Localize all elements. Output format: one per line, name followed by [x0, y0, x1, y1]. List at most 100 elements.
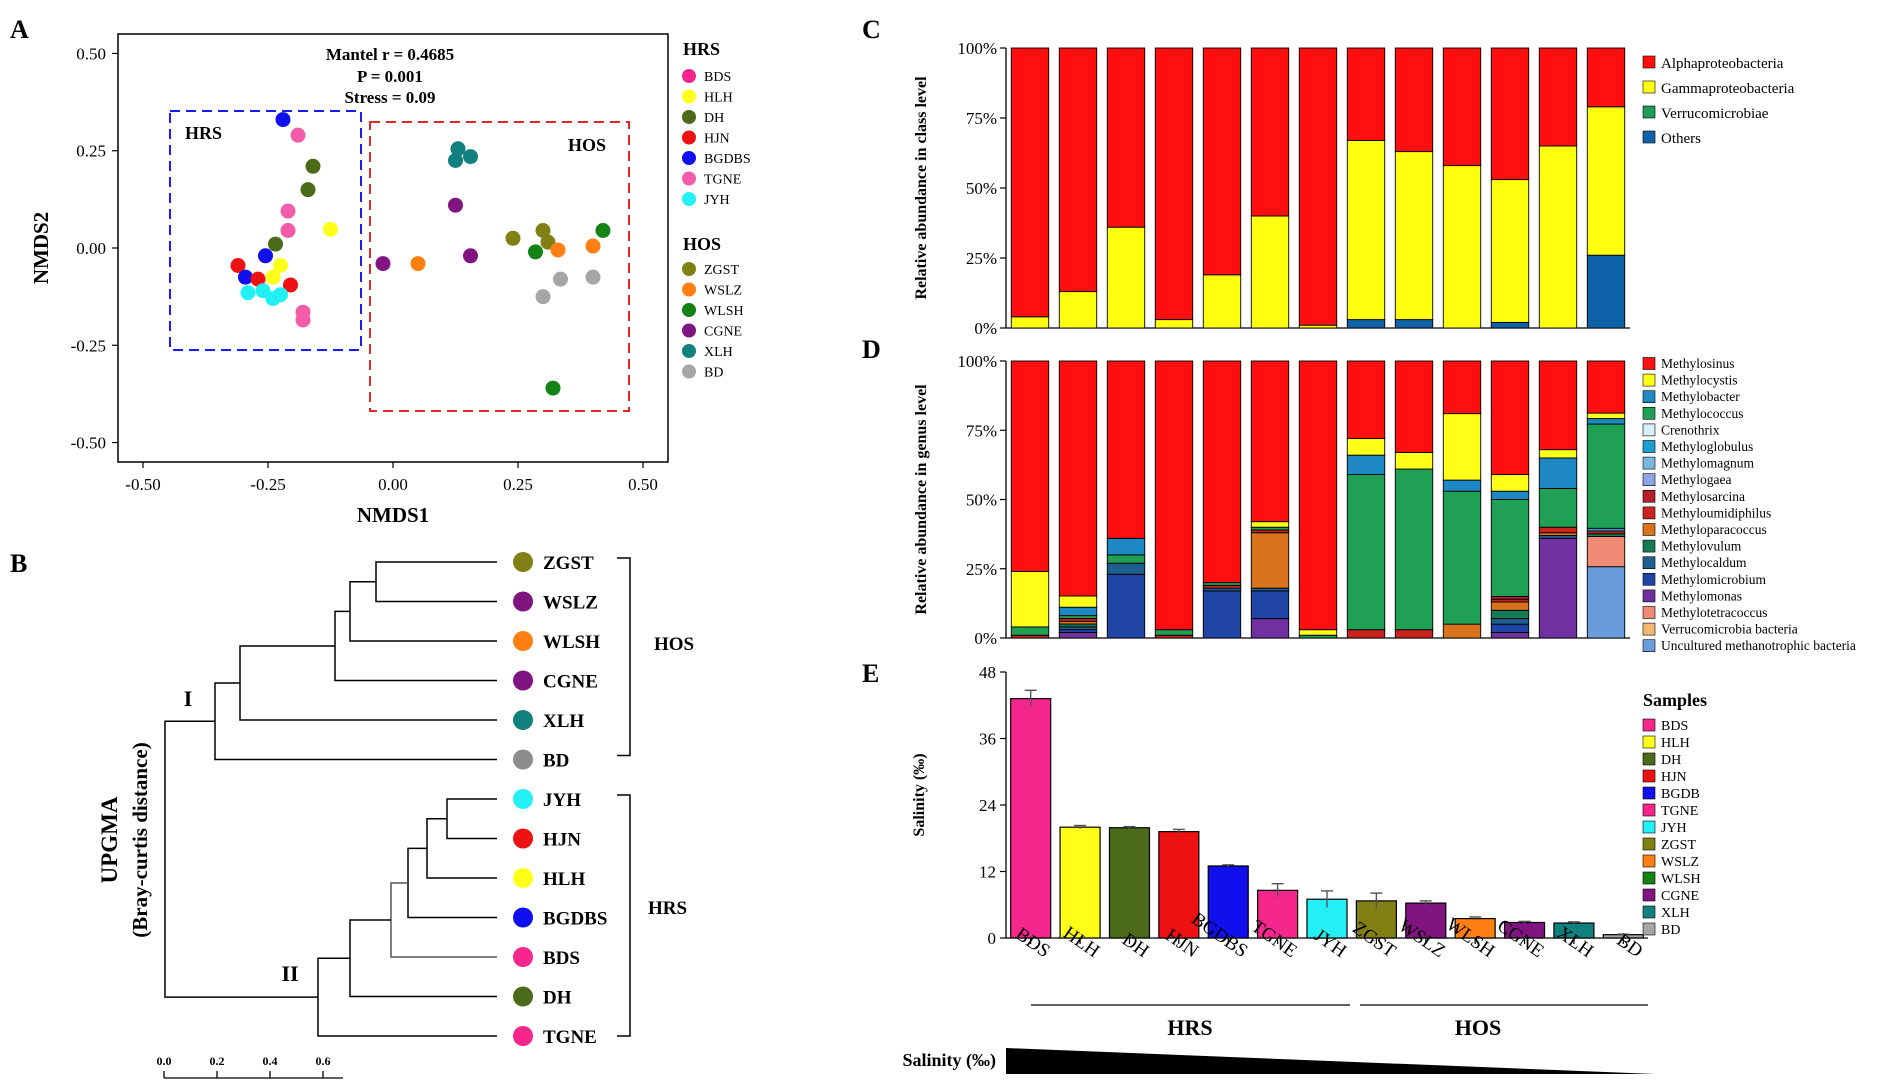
genus-chart-legend-swatch	[1642, 622, 1656, 636]
salinity-bar	[1059, 826, 1101, 939]
panel-label-A: A	[10, 15, 29, 44]
legend-label: TGNE	[704, 173, 741, 188]
genus-chart-bar-segment	[1058, 606, 1098, 617]
class-chart-legend-swatch	[1642, 105, 1656, 119]
class-chart-legend-swatch	[1642, 55, 1656, 69]
class-chart-bar-segment	[1010, 316, 1050, 329]
salinity-legend-label: HLH	[1661, 736, 1690, 751]
genus-chart-legend-swatch	[1642, 556, 1656, 570]
legend-swatch	[682, 364, 696, 379]
class-chart-bar-segment	[1106, 226, 1146, 329]
genus-chart-bar-segment	[1010, 571, 1050, 628]
data-point-tgne	[290, 127, 306, 143]
dendrogram-leaf-label: WLSH	[543, 632, 600, 653]
x-tick-label: 0.50	[628, 475, 658, 494]
data-point-dh	[300, 182, 316, 198]
dendrogram-leaf-marker	[513, 710, 533, 730]
class-chart-legend-label: Alphaproteobacteria	[1661, 56, 1784, 72]
dendrogram-leaf-label: BDS	[543, 948, 580, 969]
hrs-group-label: HRS	[1167, 1015, 1212, 1040]
x-axis-title: NMDS1	[357, 503, 429, 527]
genus-chart-legend-swatch	[1642, 456, 1656, 470]
genus-chart-bar-segment	[1490, 609, 1530, 620]
salinity-legend-swatch	[1642, 752, 1656, 766]
class-chart-bar-segment	[1394, 319, 1434, 329]
salinity-legend-swatch	[1642, 803, 1656, 817]
genus-chart-bar-segment	[1202, 590, 1242, 639]
data-point-wslz	[585, 238, 601, 254]
genus-chart-bar-segment	[1586, 360, 1626, 414]
dendrogram-branch	[349, 581, 497, 642]
salinity-bar	[1108, 827, 1151, 939]
genus-chart-bar-segment	[1586, 566, 1626, 639]
genus-chart-bar-segment	[1058, 595, 1098, 608]
data-point-jyh	[273, 287, 288, 303]
distance-scale-label: 0.0	[157, 1054, 172, 1068]
genus-chart-bar-segment	[1586, 418, 1626, 425]
data-point-hlh	[323, 221, 338, 237]
data-point-hjn	[230, 258, 246, 274]
dendrogram-leaf-label: HLH	[543, 869, 585, 890]
genus-chart-legend-swatch	[1642, 572, 1656, 586]
data-point-hjn	[250, 271, 266, 287]
genus-chart-legend-label: Uncultured methanotrophic bacteria	[1661, 638, 1856, 653]
class-chart-bar-segment	[1538, 145, 1578, 329]
data-point-xlh	[450, 141, 466, 157]
stress-label: Stress = 0.09	[344, 88, 435, 107]
genus-chart-legend-swatch	[1642, 390, 1656, 404]
genus-chart-y-axis-title: Relative abundance in genus level	[913, 384, 930, 615]
p-value-label: P = 0.001	[357, 67, 423, 86]
dendrogram-leaf-marker	[513, 749, 533, 770]
genus-chart-legend-label: Methylotetracoccus	[1661, 605, 1767, 620]
genus-chart-bar-segment	[1394, 451, 1434, 470]
salinity-y-tick-label: 36	[979, 730, 996, 749]
dendrogram-branch	[214, 682, 497, 761]
salinity-legend-swatch	[1642, 854, 1656, 868]
class-chart-bar-segment	[1490, 179, 1530, 323]
data-point-bd	[553, 271, 568, 287]
salinity-legend-label: BGDB	[1661, 787, 1700, 802]
x-tick-label: -0.50	[125, 475, 160, 494]
data-point-tgne	[280, 222, 296, 238]
data-point-wslz	[550, 242, 566, 258]
class-chart-bar-segment	[1154, 47, 1194, 321]
salinity-bar	[1158, 830, 1200, 939]
legend-label: BD	[704, 366, 723, 381]
data-point-cgne	[448, 197, 463, 213]
legend-swatch	[682, 303, 696, 317]
genus-chart-bar-segment	[1058, 631, 1098, 639]
data-point-cgne	[375, 256, 391, 272]
dendrogram-leaf-marker	[513, 947, 533, 967]
genus-chart-bar-segment	[1058, 360, 1098, 597]
data-point-zgst	[505, 230, 521, 246]
legend-swatch	[682, 282, 696, 297]
legend-swatch	[682, 151, 696, 165]
salinity-legend-label: CGNE	[1661, 889, 1699, 904]
dendrogram-leaf-label: TGNE	[543, 1027, 597, 1048]
data-point-bd	[585, 269, 601, 285]
salinity-legend-label: BD	[1661, 923, 1680, 938]
data-point-wlsh	[528, 244, 543, 260]
genus-chart-bar-segment	[1010, 626, 1050, 636]
genus-chart-bar-segment	[1586, 423, 1626, 529]
genus-chart-bar-segment	[1442, 360, 1482, 415]
salinity-legend-label: TGNE	[1661, 804, 1698, 819]
salinity-legend-swatch	[1642, 769, 1656, 783]
genus-chart-legend-swatch	[1642, 639, 1656, 653]
legend-swatch	[682, 171, 696, 186]
genus-chart-bar-segment	[1490, 601, 1530, 611]
genus-chart-bar-segment	[1490, 499, 1530, 597]
salinity-legend-label: JYH	[1661, 821, 1687, 836]
genus-chart-legend-label: Methyloparacoccus	[1661, 522, 1767, 537]
group-bracket-hrs	[617, 794, 631, 1037]
class-chart-bar-segment	[1250, 47, 1290, 217]
salinity-legend-label: WSLZ	[1661, 855, 1699, 870]
dendrogram-branch	[390, 882, 497, 958]
legend-label: XLH	[704, 345, 733, 360]
class-chart-bar-segment	[1586, 254, 1626, 329]
class-chart-bar-segment	[1442, 47, 1482, 167]
salinity-legend-label: WLSH	[1661, 872, 1701, 887]
hos-group-label: HOS	[1455, 1015, 1501, 1040]
genus-chart-bar-segment	[1538, 487, 1578, 528]
salinity-legend-label: DH	[1661, 753, 1681, 768]
